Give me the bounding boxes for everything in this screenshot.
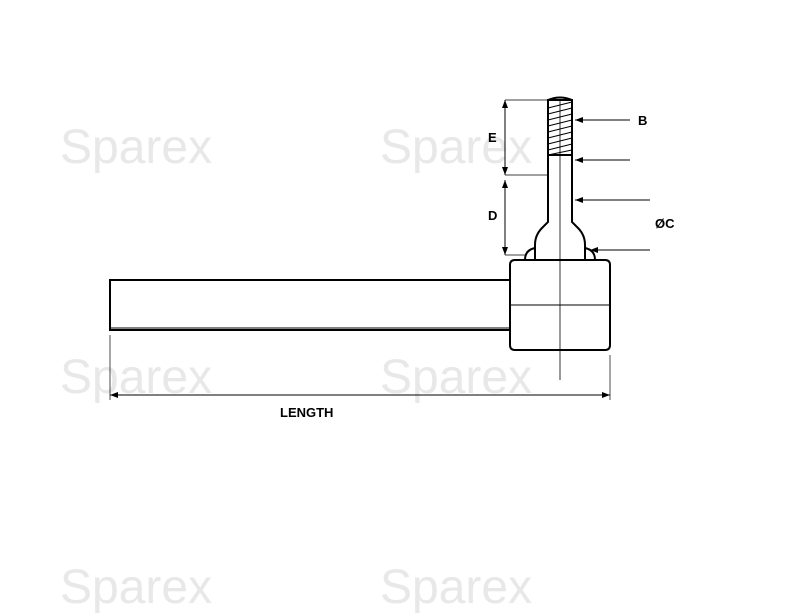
label-b: B — [638, 113, 647, 128]
dim-b-arrow — [575, 117, 583, 123]
dim-thread-end-arrow — [575, 157, 583, 163]
dim-e-arrow-bot — [502, 167, 508, 175]
collar-left — [525, 248, 535, 260]
dim-d-arrow-bot — [502, 247, 508, 255]
label-d: D — [488, 208, 497, 223]
label-oc: ØC — [655, 216, 675, 231]
tie-rod-diagram — [0, 0, 800, 600]
dim-length-arrow-right — [602, 392, 610, 398]
label-length: LENGTH — [280, 405, 333, 420]
dim-c-arrow-top — [575, 197, 583, 203]
shaft — [110, 280, 510, 330]
dim-d-arrow-top — [502, 180, 508, 188]
dim-e-arrow-top — [502, 100, 508, 108]
label-e: E — [488, 130, 497, 145]
dim-length-arrow-left — [110, 392, 118, 398]
